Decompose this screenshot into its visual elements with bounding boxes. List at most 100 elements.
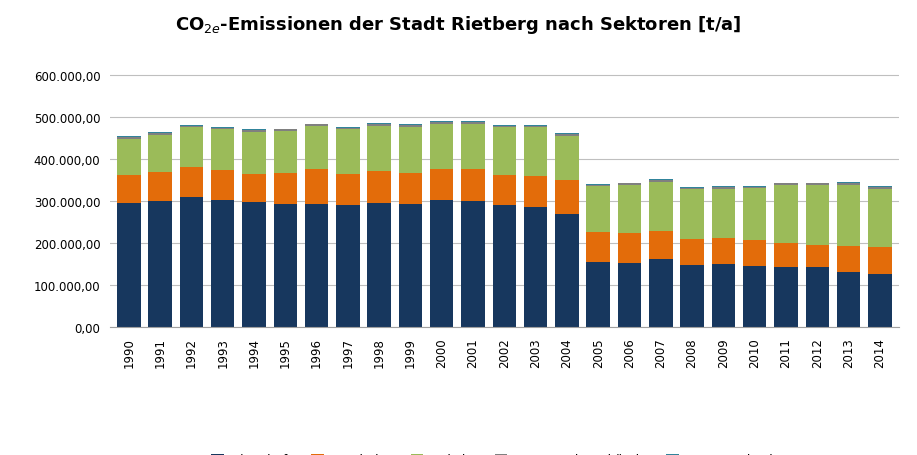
Bar	[587, 232, 610, 263]
Legend: Wirtschaft, Haushalte, Verkehr, Kommunale Gebäude, Kommunale Flotte: Wirtschaft, Haushalte, Verkehr, Kommunal…	[206, 449, 802, 455]
Bar	[587, 185, 610, 187]
Bar	[117, 176, 140, 203]
Bar	[337, 130, 359, 174]
Bar	[618, 186, 641, 233]
Bar	[492, 128, 516, 175]
Bar	[304, 205, 328, 328]
Bar	[492, 206, 516, 328]
Bar	[304, 124, 328, 125]
Bar	[399, 174, 422, 205]
Bar	[273, 129, 297, 130]
Bar	[524, 207, 547, 328]
Bar	[180, 168, 204, 197]
Bar	[805, 268, 829, 328]
Bar	[461, 202, 485, 328]
Bar	[337, 128, 359, 130]
Bar	[743, 187, 767, 189]
Bar	[273, 132, 297, 174]
Bar	[649, 180, 672, 181]
Bar	[805, 184, 829, 186]
Bar	[368, 172, 391, 203]
Bar	[555, 135, 579, 136]
Bar	[868, 188, 891, 189]
Bar	[211, 128, 235, 130]
Bar	[868, 189, 891, 247]
Bar	[524, 177, 547, 207]
Bar	[555, 136, 579, 181]
Bar	[743, 189, 767, 241]
Bar	[117, 137, 140, 138]
Bar	[242, 131, 266, 133]
Bar	[774, 268, 798, 328]
Bar	[837, 272, 860, 328]
Bar	[399, 128, 422, 174]
Bar	[211, 171, 235, 200]
Bar	[712, 187, 735, 188]
Bar	[180, 197, 204, 328]
Bar	[555, 134, 579, 135]
Bar	[273, 174, 297, 205]
Bar	[430, 201, 454, 328]
Bar	[743, 267, 767, 328]
Bar	[805, 246, 829, 268]
Bar	[461, 125, 485, 170]
Bar	[868, 274, 891, 328]
Bar	[180, 126, 204, 128]
Bar	[587, 184, 610, 185]
Bar	[242, 130, 266, 131]
Bar	[368, 203, 391, 328]
Bar	[555, 214, 579, 328]
Bar	[618, 184, 641, 186]
Bar	[649, 232, 672, 259]
Bar	[430, 169, 454, 201]
Bar	[649, 182, 672, 232]
Bar	[774, 186, 798, 243]
Bar	[430, 124, 454, 169]
Bar	[242, 174, 266, 203]
Bar	[337, 174, 359, 206]
Bar	[680, 239, 704, 265]
Bar	[805, 186, 829, 246]
Bar	[680, 188, 704, 190]
Bar	[368, 125, 391, 126]
Bar	[180, 128, 204, 168]
Bar	[304, 170, 328, 205]
Bar	[680, 187, 704, 188]
Bar	[837, 183, 860, 185]
Bar	[805, 183, 829, 184]
Bar	[430, 122, 454, 123]
Bar	[492, 126, 516, 128]
Bar	[399, 205, 422, 328]
Bar	[680, 265, 704, 328]
Bar	[461, 123, 485, 125]
Bar	[461, 122, 485, 123]
Bar	[211, 200, 235, 328]
Bar	[211, 130, 235, 171]
Bar	[774, 243, 798, 268]
Bar	[587, 263, 610, 328]
Bar	[712, 189, 735, 238]
Bar	[524, 128, 547, 177]
Bar	[680, 190, 704, 239]
Bar	[273, 130, 297, 132]
Bar	[149, 172, 171, 202]
Bar	[618, 183, 641, 184]
Bar	[368, 126, 391, 172]
Bar	[117, 139, 140, 176]
Bar	[868, 187, 891, 188]
Bar	[492, 175, 516, 206]
Bar	[368, 124, 391, 125]
Bar	[868, 247, 891, 274]
Bar	[712, 264, 735, 328]
Bar	[304, 125, 328, 127]
Bar	[273, 205, 297, 328]
Text: CO$_{2e}$-Emissionen der Stadt Rietberg nach Sektoren [t/a]: CO$_{2e}$-Emissionen der Stadt Rietberg …	[175, 14, 742, 35]
Bar	[774, 183, 798, 184]
Bar	[743, 241, 767, 267]
Bar	[587, 187, 610, 232]
Bar	[304, 127, 328, 170]
Bar	[149, 136, 171, 172]
Bar	[524, 126, 547, 128]
Bar	[774, 184, 798, 186]
Bar	[555, 181, 579, 214]
